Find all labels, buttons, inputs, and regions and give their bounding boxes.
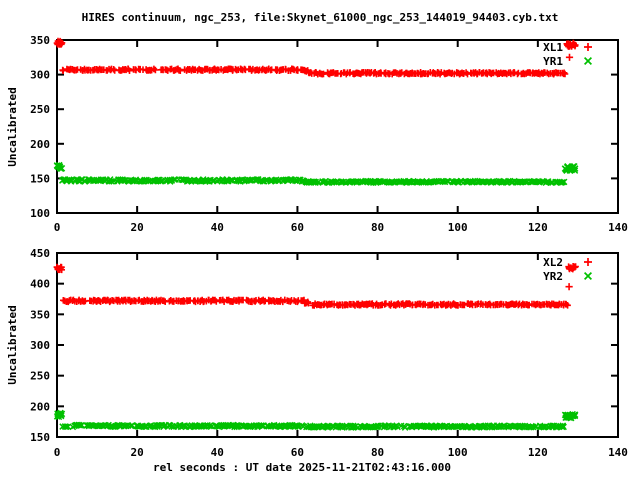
cross-marker-icon [583,56,593,66]
y-axis-label-top: Uncalibrated [6,87,19,167]
y-tick-label: 300 [30,339,50,352]
y-tick-label: 450 [30,247,50,260]
x-axis-label: rel seconds : UT date 2025-11-21T02:43:1… [152,461,451,474]
x-tick-label: 0 [54,446,61,459]
x-tick-label: 60 [291,221,304,234]
plus-marker-icon [584,43,592,51]
y-tick-label: 150 [30,431,50,444]
x-tick-label: 140 [608,446,628,459]
plus-marker-icon [584,258,592,266]
y-tick-label: 250 [30,370,50,383]
series-xl2-points [53,263,579,309]
y-tick-label: 250 [30,103,50,116]
x-tick-label: 140 [608,221,628,234]
x-tick-label: 40 [211,221,224,234]
x-tick-label: 0 [54,221,61,234]
x-tick-label: 100 [448,446,468,459]
cross-marker-icon [583,271,593,281]
x-tick-label: 20 [131,446,144,459]
legend-label-xl1: XL1 [543,41,563,54]
x-tick-label: 40 [211,446,224,459]
legend-label-yr1: YR1 [543,55,563,68]
y-tick-label: 400 [30,278,50,291]
y-tick-label: 200 [30,138,50,151]
y-tick-label: 300 [30,69,50,82]
x-tick-label: 80 [371,446,384,459]
series-yr1-points [53,161,579,187]
y-tick-label: 200 [30,400,50,413]
x-tick-label: 120 [528,446,548,459]
x-tick-label: 120 [528,221,548,234]
legend-label-yr2: YR2 [543,270,563,283]
x-tick-label: 80 [371,221,384,234]
x-tick-label: 60 [291,446,304,459]
y-tick-label: 350 [30,34,50,47]
chart-title: HIRES continuum, ngc_253, file:Skynet_61… [81,11,559,24]
x-tick-label: 20 [131,221,144,234]
y-axis-label-bottom: Uncalibrated [6,305,19,385]
legend-label-xl2: XL2 [543,256,563,269]
y-tick-label: 350 [30,308,50,321]
panel-border [56,39,619,214]
x-tick-label: 100 [448,221,468,234]
y-tick-label: 100 [30,207,50,220]
series-xl1-points [53,37,579,78]
y-tick-label: 150 [30,172,50,185]
series-yr2-points [53,409,579,431]
